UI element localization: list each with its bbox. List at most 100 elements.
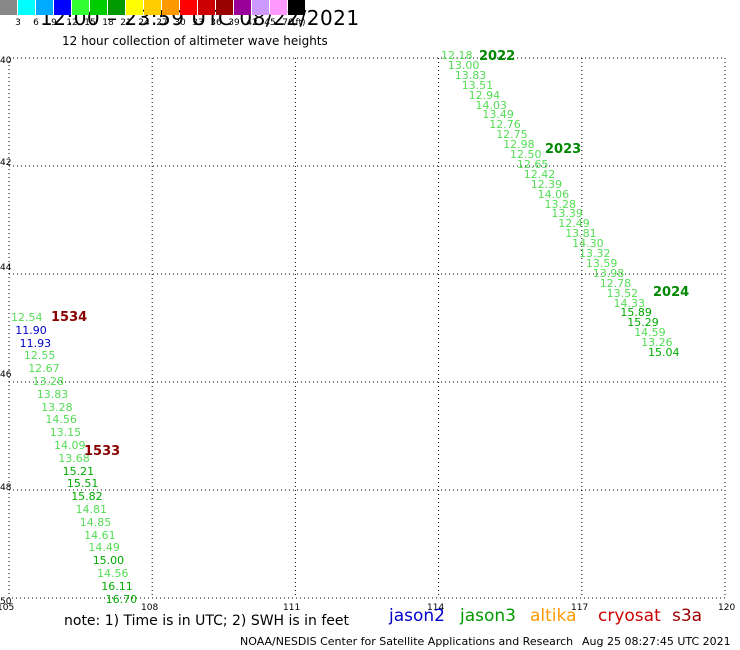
legend-swatch xyxy=(54,0,71,15)
latitude-label: 44 xyxy=(0,263,12,273)
longitude-label: 114 xyxy=(427,603,445,613)
longitude-label: 120 xyxy=(718,603,736,613)
wave-height-value: 12.39 xyxy=(530,177,563,191)
legend-swatch xyxy=(126,0,143,15)
legend-swatch xyxy=(108,0,125,15)
wave-height-value: 12.18 xyxy=(441,49,473,62)
credit-line: NOAA/NESDIS Center for Satellite Applica… xyxy=(240,635,574,648)
wave-height-value: 12.94 xyxy=(468,88,501,102)
wave-height-value: 14.33 xyxy=(613,296,646,310)
legend-label: 42 xyxy=(246,18,258,28)
wave-height-value: 13.28 xyxy=(32,375,65,388)
wave-height-value: 12.76 xyxy=(489,118,521,132)
pass-number: 2022 xyxy=(479,49,516,64)
wave-height-value: 12.42 xyxy=(523,167,556,181)
wave-height-value: 13.52 xyxy=(606,286,639,300)
longitude-label: 111 xyxy=(283,603,301,613)
legend-swatch xyxy=(162,0,179,15)
wave-height-value: 13.15 xyxy=(49,426,82,440)
footer-note: note: 1) Time is in UTC; 2) SWH is in fe… xyxy=(64,613,350,629)
pass-number: 1533 xyxy=(84,444,121,459)
wave-height-value: 12.49 xyxy=(558,217,590,231)
satellite-cryosat: cryosat xyxy=(598,606,661,626)
wave-height-value: 14.49 xyxy=(88,541,120,555)
wave-height-value: 12.78 xyxy=(599,276,632,290)
wave-height-value: 13.49 xyxy=(482,108,514,122)
wave-height-value: 12.98 xyxy=(503,138,535,152)
legend-label: 36 xyxy=(210,18,222,28)
wave-height-value: 16.70 xyxy=(105,592,138,606)
wave-height-value: 14.81 xyxy=(75,503,108,516)
map-subtitle: 12 hour collection of altimeter wave hei… xyxy=(62,34,328,48)
map-plot xyxy=(8,57,732,606)
pass-number: 2023 xyxy=(545,142,582,157)
wave-height-value: 15.29 xyxy=(627,316,659,330)
pass-number: 1534 xyxy=(51,310,88,325)
wave-height-value: 14.56 xyxy=(97,567,129,580)
wave-height-value: 14.30 xyxy=(572,237,604,251)
legend-label: 27 xyxy=(156,18,168,28)
latitude-label: 48 xyxy=(0,483,12,493)
legend-label: 21 xyxy=(120,18,132,28)
legend-swatch xyxy=(180,0,197,15)
wave-height-value: 13.98 xyxy=(592,266,625,280)
pass-number: 2024 xyxy=(653,285,690,300)
legend-swatch xyxy=(270,0,287,15)
latitude-label: 46 xyxy=(0,370,12,380)
wave-height-value: 13.81 xyxy=(565,227,597,241)
plot-frame xyxy=(8,57,726,599)
legend-swatch xyxy=(36,0,53,15)
generation-timestamp: Aug 25 08:27:45 UTC 2021 xyxy=(582,635,731,648)
wave-height-value: 12.65 xyxy=(516,157,549,171)
wave-height-value: 14.85 xyxy=(79,515,112,529)
legend-label: 9 xyxy=(51,18,57,28)
wave-height-value: 12.67 xyxy=(28,362,60,376)
wave-height-value: 13.26 xyxy=(641,336,673,350)
legend-label: 15 xyxy=(84,18,96,28)
wave-height-value: 16.11 xyxy=(101,579,133,593)
wave-height-value: 13.32 xyxy=(579,247,611,260)
legend-label: 33 xyxy=(192,18,204,28)
wave-height-value: 14.06 xyxy=(537,187,570,201)
legend-label: 70 xyxy=(282,18,294,28)
legend-swatch xyxy=(252,0,269,15)
wave-height-value: 13.28 xyxy=(41,400,73,414)
legend-label: 24 xyxy=(138,18,150,28)
wave-height-value: 13.28 xyxy=(544,197,577,211)
legend-swatch xyxy=(144,0,161,15)
wave-height-value: 15.04 xyxy=(648,346,680,359)
wave-height-value: 13.39 xyxy=(551,207,583,221)
longitude-label: 105 xyxy=(0,603,15,613)
legend-label: 45 xyxy=(264,18,276,28)
legend-swatch xyxy=(198,0,215,15)
legend-swatch xyxy=(72,0,89,15)
satellite-jason3: jason3 xyxy=(460,606,516,626)
wave-height-value: 15.82 xyxy=(71,490,103,504)
wave-height-value: 13.51 xyxy=(461,78,494,92)
legend-label: 39 xyxy=(228,18,240,28)
wave-height-value: 14.61 xyxy=(84,528,116,542)
wave-height-value: 13.00 xyxy=(447,58,480,72)
map-grid xyxy=(8,57,726,599)
wave-height-value: 15.00 xyxy=(92,554,125,568)
color-legend: (ft) 3 6 9 12 15 18 21 24 27 30 33 36 39 42 45 70 xyxy=(0,0,315,32)
legend-swatch xyxy=(18,0,35,15)
wave-height-value: 13.68 xyxy=(58,451,90,465)
latitude-label: 42 xyxy=(0,158,12,168)
legend-swatch xyxy=(0,0,17,15)
wave-height-value: 13.83 xyxy=(36,387,69,401)
longitude-label: 108 xyxy=(141,603,159,613)
satellite-s3a: s3a xyxy=(672,606,703,626)
wave-height-value: 12.50 xyxy=(510,148,542,161)
legend-unit: (ft) xyxy=(292,18,306,28)
legend-label: 12 xyxy=(66,18,78,28)
legend-label: 3 xyxy=(15,18,21,28)
wave-height-value: 12.75 xyxy=(496,128,528,142)
wave-height-value: 14.09 xyxy=(54,439,86,452)
wave-height-value: 11.90 xyxy=(15,323,47,337)
satellite-altika: altika xyxy=(530,606,577,626)
wave-height-value: 15.51 xyxy=(66,477,99,491)
legend-swatch xyxy=(288,0,305,15)
wave-height-value: 13.83 xyxy=(454,68,487,82)
legend-label: 18 xyxy=(102,18,114,28)
